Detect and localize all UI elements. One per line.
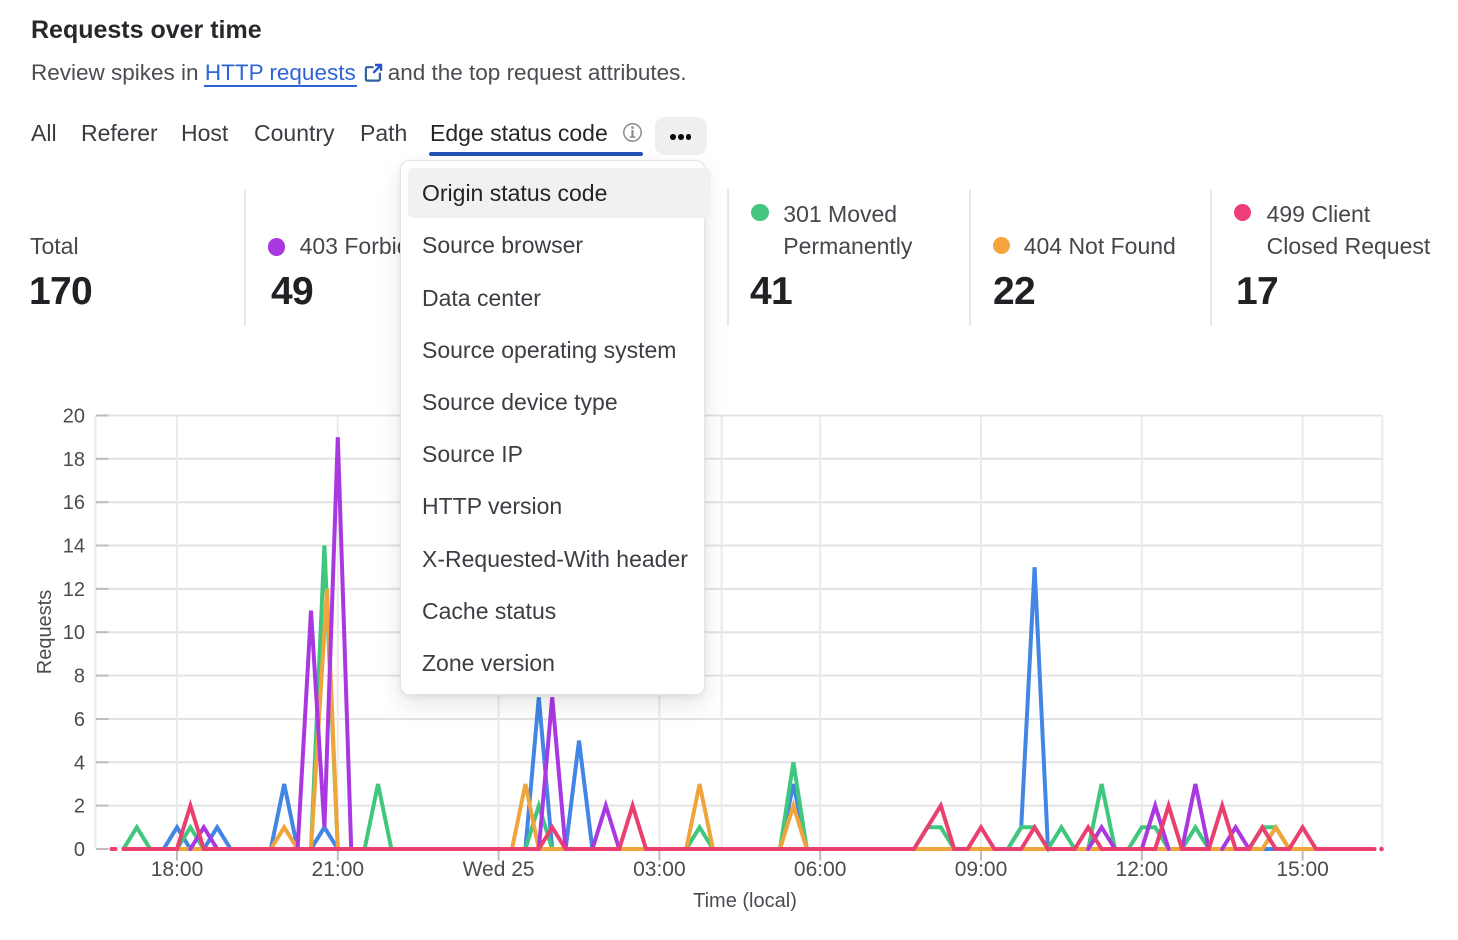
svg-text:6: 6 xyxy=(74,709,85,731)
svg-text:12:00: 12:00 xyxy=(1116,858,1169,881)
svg-text:18: 18 xyxy=(63,449,85,471)
svg-text:2: 2 xyxy=(74,796,85,818)
svg-text:15:00: 15:00 xyxy=(1276,858,1329,881)
svg-text:4: 4 xyxy=(74,752,85,774)
svg-text:06:00: 06:00 xyxy=(794,858,847,881)
svg-text:09:00: 09:00 xyxy=(955,858,1008,881)
svg-text:8: 8 xyxy=(74,666,85,688)
svg-text:18:00: 18:00 xyxy=(151,858,204,881)
svg-text:21:00: 21:00 xyxy=(312,858,365,881)
svg-text:03:00: 03:00 xyxy=(633,858,686,881)
svg-text:10: 10 xyxy=(63,622,85,644)
svg-text:Requests: Requests xyxy=(34,590,56,675)
svg-text:20: 20 xyxy=(63,406,85,428)
svg-text:Time (local): Time (local) xyxy=(693,890,797,912)
svg-text:14: 14 xyxy=(63,536,85,558)
svg-text:12: 12 xyxy=(63,579,85,601)
svg-text:0: 0 xyxy=(74,839,85,861)
svg-text:Wed 25: Wed 25 xyxy=(463,858,535,881)
svg-text:16: 16 xyxy=(63,492,85,514)
